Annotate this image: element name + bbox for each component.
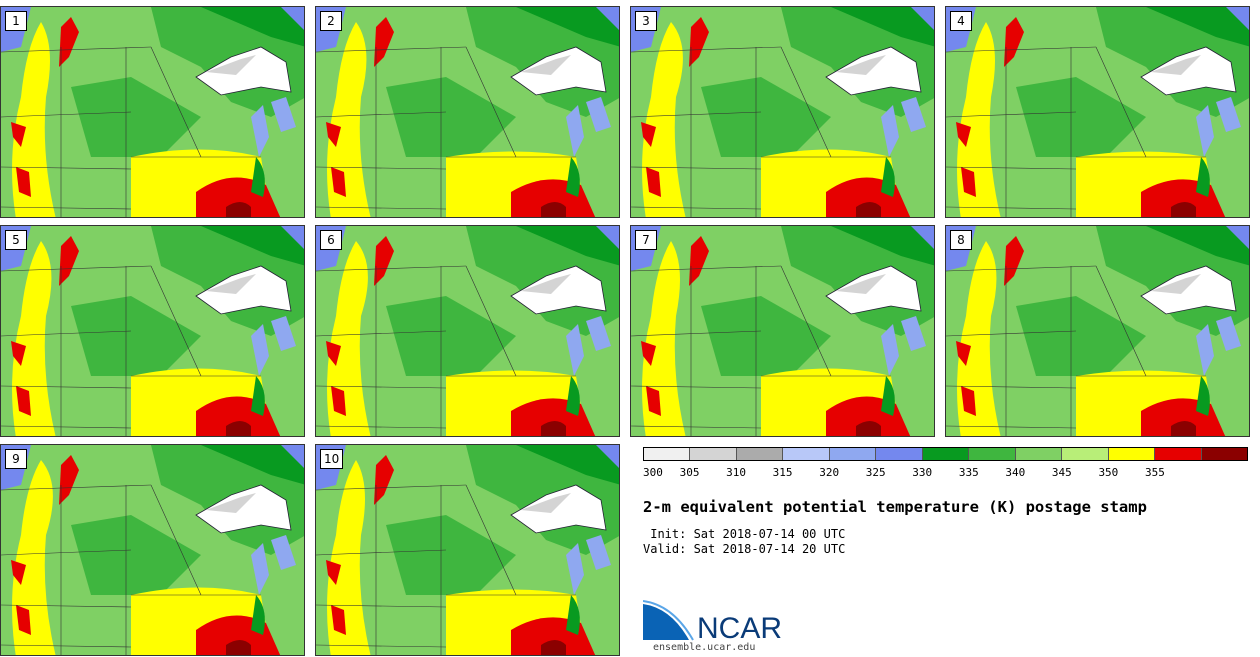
colorbar-segment [644,448,691,460]
colorbar-tick-label: 330 [912,466,933,479]
colorbar-tick-label: 345 [1051,466,1072,479]
map [631,226,934,436]
map [631,7,934,217]
map [1,445,304,655]
stamp-panel: 1 [0,6,305,218]
colorbar-tick-label: 305 [679,466,700,479]
colorbar-segment [876,448,923,460]
stamp-panel: 7 [630,225,935,437]
colorbar-labels: 300 305 310 315 320 325 330 335 340 345 350 355 [643,466,1248,480]
panel-number: 10 [320,449,344,469]
stamp-panel: 8 [945,225,1250,437]
colorbar-segment [1062,448,1109,460]
valid-time: Valid: Sat 2018-07-14 20 UTC [643,542,846,556]
panel-number: 1 [5,11,27,31]
colorbar-segment [1201,448,1248,460]
panel-number: 6 [320,230,342,250]
colorbar-tick-label: 325 [865,466,886,479]
stamp-panel: 10 [315,444,620,656]
map [316,445,619,655]
colorbar-tick-label: 340 [1005,466,1026,479]
stamp-panel: 2 [315,6,620,218]
colorbar-segment [829,448,877,460]
panel-number: 8 [950,230,972,250]
map [1,7,304,217]
panel-number: 5 [5,230,27,250]
stamp-panel: 9 [0,444,305,656]
stamp-panel: 3 [630,6,935,218]
stamp-panel: 4 [945,6,1250,218]
colorbar-tick-label: 300 [643,466,663,479]
map [946,226,1249,436]
panel-number: 9 [5,449,27,469]
colorbar-tick-label: 355 [1144,466,1165,479]
logo-text: NCAR [697,612,782,645]
colorbar-segment [1155,448,1202,460]
figure-title: 2-m equivalent potential temperature (K)… [643,498,1147,516]
colorbar-tick-label: 335 [958,466,979,479]
map [316,7,619,217]
init-time: Init: Sat 2018-07-14 00 UTC [643,527,846,541]
panel-number: 7 [635,230,657,250]
colorbar-segment [783,448,830,460]
map [946,7,1249,217]
colorbar [643,447,1248,461]
panel-number: 2 [320,11,342,31]
colorbar-segment [1015,448,1063,460]
logo-url: ensemble.ucar.edu [653,642,756,653]
stamp-panel: 6 [315,225,620,437]
ncar-logo: NCAR [643,600,782,645]
colorbar-segment [690,448,737,460]
colorbar-segment [969,448,1016,460]
colorbar-segment [922,448,970,460]
colorbar-tick-label: 320 [819,466,840,479]
colorbar-segment [736,448,784,460]
stamp-panel: 5 [0,225,305,437]
panel-number: 4 [950,11,972,31]
colorbar-tick-label: 310 [726,466,746,479]
colorbar-tick-label: 350 [1098,466,1119,479]
map [316,226,619,436]
map [1,226,304,436]
colorbar-tick-label: 315 [772,466,793,479]
colorbar-segment [1108,448,1156,460]
panel-number: 3 [635,11,657,31]
